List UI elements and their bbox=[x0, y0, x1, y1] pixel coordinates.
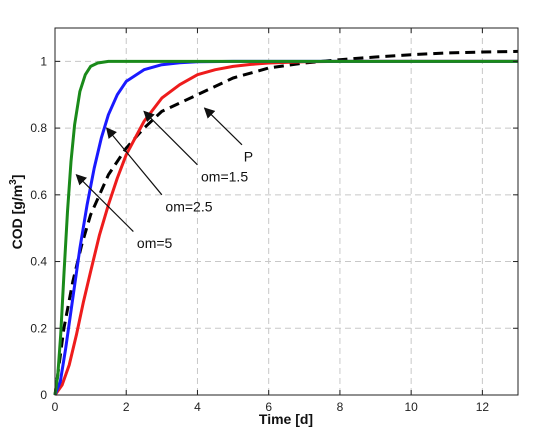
x-tick-label: 6 bbox=[265, 400, 272, 414]
x-axis-label: Time [d] bbox=[259, 411, 313, 427]
annotation-arrow bbox=[143, 110, 198, 166]
y-tick-label: 0.6 bbox=[30, 188, 47, 202]
series-line-2 bbox=[53, 59, 518, 396]
x-tick-label: 4 bbox=[194, 400, 201, 414]
x-tick-label: 2 bbox=[123, 400, 130, 414]
y-tick-label: 0.4 bbox=[30, 255, 47, 269]
y-axis-label-end: ] bbox=[9, 175, 25, 180]
annotations: om=5 om=2.5 om=1.5 P bbox=[75, 107, 253, 251]
annotation-arrow bbox=[75, 174, 134, 232]
annotation-label: om=5 bbox=[137, 235, 173, 251]
series-line-3 bbox=[53, 49, 519, 396]
x-tick-label: 10 bbox=[404, 400, 418, 414]
y-axis-label-main: COD [g/m bbox=[9, 185, 25, 250]
y-tick-label: 0.8 bbox=[30, 121, 47, 135]
plot-frame bbox=[54, 27, 519, 396]
annotation-label: P bbox=[244, 148, 253, 164]
annotation-label: om=1.5 bbox=[201, 168, 248, 184]
y-axis-label: COD [g/m3] bbox=[8, 175, 25, 250]
x-tick-label: 8 bbox=[337, 400, 344, 414]
y-axis-label-sup: 3 bbox=[8, 179, 19, 185]
y-tick-label: 0 bbox=[40, 388, 47, 402]
x-tick-label: 0 bbox=[52, 400, 59, 414]
annotation-label: om=2.5 bbox=[165, 199, 212, 215]
annotation-arrow bbox=[105, 127, 163, 196]
y-tick-label: 1 bbox=[40, 54, 47, 68]
x-tick-label: 12 bbox=[476, 400, 490, 414]
annotation-arrow bbox=[203, 107, 243, 146]
ticks: 0 2 4 6 8 10 12 0 0.2 0.4 0.6 0.8 1 bbox=[30, 28, 518, 414]
y-tick-label: 0.2 bbox=[30, 321, 47, 335]
plot-background bbox=[55, 28, 518, 395]
